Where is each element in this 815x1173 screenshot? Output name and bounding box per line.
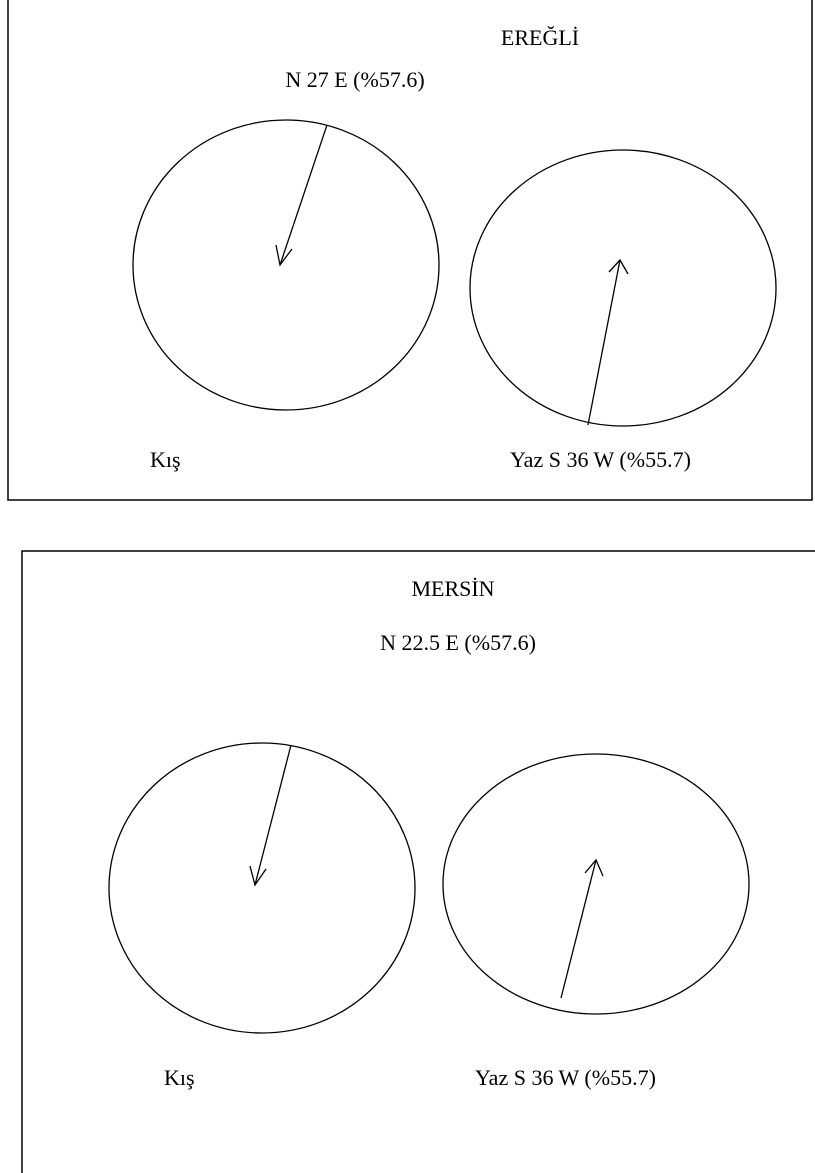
winter-circle: [132, 119, 440, 411]
top-label: N 22.5 E (%57.6): [380, 630, 536, 655]
summer-circle: [469, 149, 777, 427]
summer-arrow: [587, 259, 621, 426]
panel-frame: [7, 0, 813, 501]
summer-circle: [442, 753, 750, 1015]
arrowhead: [584, 858, 604, 877]
winter-circle: [108, 742, 416, 1034]
summer-arrow: [560, 859, 597, 999]
top-label: N 27 E (%57.6): [285, 67, 424, 92]
panel-title: EREĞLİ: [501, 25, 579, 50]
arrowhead: [275, 244, 293, 267]
arrowhead: [608, 258, 629, 275]
winter-arrow: [279, 124, 328, 266]
winter-label: Kış: [150, 447, 181, 472]
panel-frame: [21, 550, 815, 1173]
winter-arrow: [254, 744, 292, 886]
panel-title: MERSİN: [411, 576, 494, 601]
winter-label: Kış: [164, 1065, 195, 1090]
summer-label: Yaz S 36 W (%55.7): [475, 1065, 656, 1090]
summer-label: Yaz S 36 W (%55.7): [510, 447, 691, 472]
arrowhead: [249, 865, 267, 887]
